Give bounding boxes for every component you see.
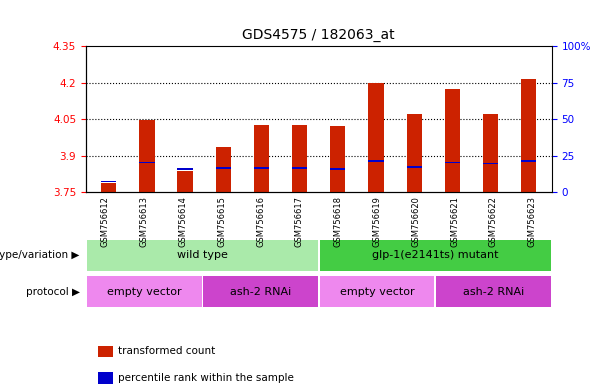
Text: empty vector: empty vector <box>107 287 181 297</box>
Text: wild type: wild type <box>177 250 227 260</box>
FancyBboxPatch shape <box>436 276 551 307</box>
Bar <box>216 147 231 192</box>
Text: GSM756614: GSM756614 <box>178 196 188 247</box>
FancyBboxPatch shape <box>319 240 551 271</box>
Title: GDS4575 / 182063_at: GDS4575 / 182063_at <box>243 28 395 42</box>
Bar <box>178 171 192 192</box>
Bar <box>483 114 498 192</box>
Text: GSM756622: GSM756622 <box>489 196 498 247</box>
FancyBboxPatch shape <box>319 276 435 307</box>
Bar <box>216 167 231 169</box>
Bar <box>330 126 346 192</box>
FancyBboxPatch shape <box>86 240 318 271</box>
Bar <box>368 160 384 162</box>
Text: GSM756613: GSM756613 <box>140 196 148 247</box>
Bar <box>139 162 154 163</box>
Bar <box>406 166 422 168</box>
Text: GSM756615: GSM756615 <box>217 196 226 247</box>
Bar <box>101 181 116 182</box>
Bar <box>483 162 498 164</box>
Bar <box>521 79 536 192</box>
Text: GSM756621: GSM756621 <box>450 196 459 247</box>
Bar <box>292 125 307 192</box>
Bar <box>101 184 116 192</box>
Text: transformed count: transformed count <box>118 346 216 356</box>
Text: empty vector: empty vector <box>340 287 414 297</box>
Text: GSM756619: GSM756619 <box>373 196 381 247</box>
Text: GSM756616: GSM756616 <box>256 196 265 247</box>
Bar <box>292 167 307 169</box>
Text: GSM756617: GSM756617 <box>295 196 304 247</box>
FancyBboxPatch shape <box>203 276 318 307</box>
Text: glp-1(e2141ts) mutant: glp-1(e2141ts) mutant <box>372 250 498 260</box>
Bar <box>521 160 536 162</box>
Text: ash-2 RNAi: ash-2 RNAi <box>463 287 524 297</box>
FancyBboxPatch shape <box>86 276 202 307</box>
Bar <box>330 169 346 170</box>
Bar <box>178 168 192 170</box>
Text: genotype/variation ▶: genotype/variation ▶ <box>0 250 80 260</box>
Text: protocol ▶: protocol ▶ <box>26 287 80 297</box>
Bar <box>254 167 269 169</box>
Bar <box>445 89 460 192</box>
Bar <box>406 114 422 192</box>
Bar <box>139 120 154 192</box>
Text: GSM756620: GSM756620 <box>411 196 421 247</box>
Text: GSM756623: GSM756623 <box>528 196 537 247</box>
Bar <box>445 162 460 163</box>
Bar <box>368 83 384 192</box>
Bar <box>254 125 269 192</box>
Text: GSM756612: GSM756612 <box>101 196 110 247</box>
Text: GSM756618: GSM756618 <box>333 196 343 247</box>
Text: ash-2 RNAi: ash-2 RNAi <box>230 287 291 297</box>
Text: percentile rank within the sample: percentile rank within the sample <box>118 373 294 383</box>
